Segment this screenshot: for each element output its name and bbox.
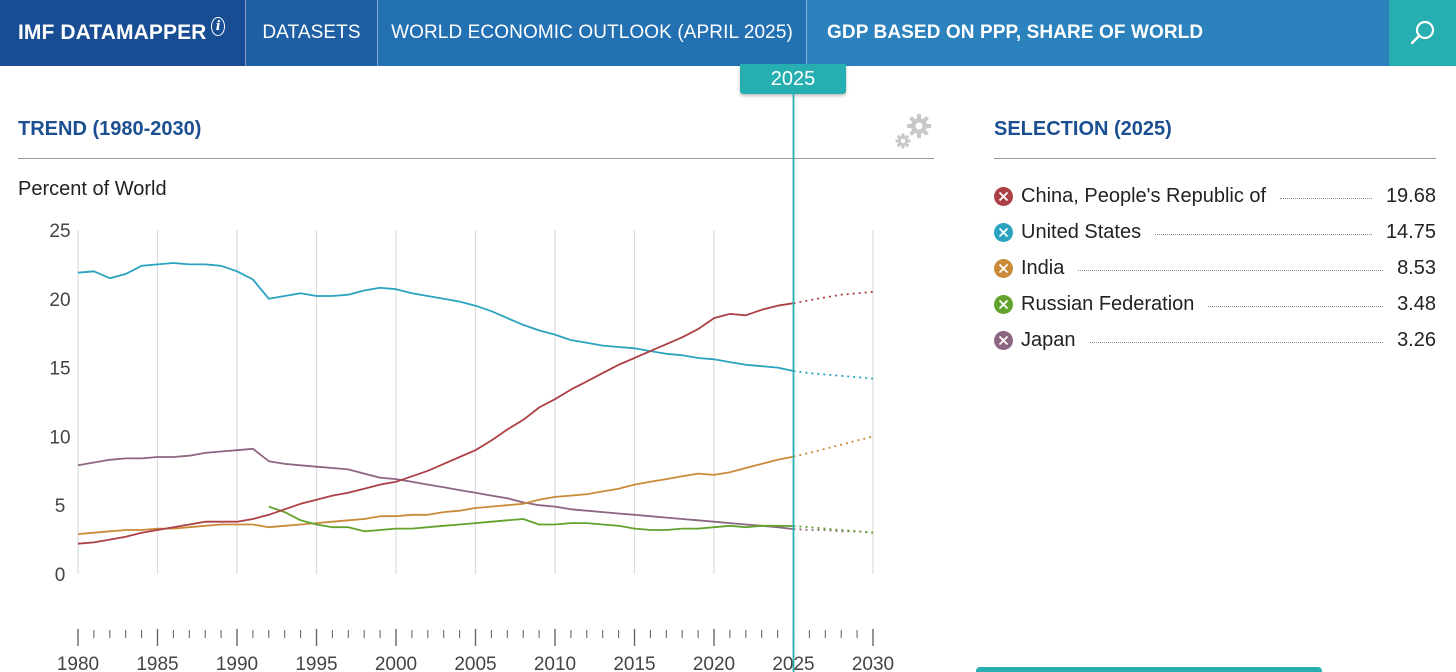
selection-item-russian-federation[interactable]: Russian Federation 3.48 [994,286,1436,322]
x-tick-label: 2000 [375,654,417,672]
x-tick-label: 2010 [534,654,576,672]
x-tick-label: 2020 [693,654,735,672]
series-line [77,262,794,372]
top-navigation-bar: IMF DATAMAPPER i DATASETS WORLD ECONOMIC… [0,0,1456,66]
logo-home-link[interactable]: IMF DATAMAPPER i [0,0,246,66]
country-value: 8.53 [1397,256,1436,279]
series-line [77,455,794,535]
series-line [77,302,794,545]
x-tick-label: 2030 [852,654,894,672]
dataset-selector[interactable]: WORLD ECONOMIC OUTLOOK (APRIL 2025) [378,0,807,66]
x-tick-label: 1985 [136,654,178,672]
leader-dots [1078,269,1384,271]
selection-item-india[interactable]: India 8.53 [994,250,1436,286]
y-tick-label: 10 [49,427,70,448]
x-tick-label: 2015 [613,654,655,672]
series-projection-line [793,525,874,534]
series-line [77,447,794,530]
selection-title-rule [994,158,1436,159]
country-name: China, People's Republic of [1021,184,1267,207]
y-tick-label: 15 [49,359,70,380]
series-projection-line [793,370,874,380]
x-tick-label: 2005 [454,654,496,672]
leader-dots [1208,305,1384,307]
y-axis-unit-label: Percent of World [18,178,167,200]
y-tick-label: 0 [55,565,66,586]
bottom-action-button[interactable] [976,667,1322,672]
series-line [268,505,794,533]
trend-title: TREND (1980-2030) [18,118,202,140]
country-name: United States [1021,220,1142,243]
remove-icon[interactable] [994,258,1013,278]
gears-icon[interactable] [892,112,936,152]
country-name: Russian Federation [1021,292,1195,315]
trend-line-chart[interactable]: 0 5 10 15 20 25 1980 1985 1990 1995 2000 2005 2010 20… [0,94,960,672]
datasets-label: DATASETS [262,22,361,43]
x-tick-label: 1990 [216,654,258,672]
logo-text: IMF DATAMAPPER [18,21,207,44]
country-value: 3.48 [1397,292,1436,315]
country-value: 14.75 [1385,220,1436,243]
leader-dots [1089,341,1384,343]
trend-title-rule [18,158,934,159]
x-tick-label: 1995 [295,654,337,672]
remove-icon[interactable] [994,186,1013,206]
indicator-name: GDP BASED ON PPP, SHARE OF WORLD [827,22,1204,43]
country-name: India [1021,256,1065,279]
country-name: Japan [1021,328,1076,351]
selection-list: China, People's Republic of 19.68 United… [994,178,1436,358]
selection-item-united-states[interactable]: United States 14.75 [994,214,1436,250]
x-tick-label: 1980 [57,654,99,672]
datasets-menu[interactable]: DATASETS [246,0,378,66]
series-projection-line [793,435,874,458]
remove-icon[interactable] [994,330,1013,350]
country-value: 3.26 [1397,328,1436,351]
y-tick-label: 20 [49,290,70,311]
leader-dots [1155,233,1372,235]
y-tick-label: 5 [55,496,66,517]
search-button[interactable] [1389,0,1456,66]
series-projection-line [793,291,874,305]
dataset-name: WORLD ECONOMIC OUTLOOK (APRIL 2025) [391,22,793,43]
selection-title: SELECTION (2025) [994,118,1172,140]
remove-icon[interactable] [994,222,1013,242]
y-tick-label: 25 [49,221,70,242]
info-icon[interactable]: i [211,16,225,36]
selection-item-china[interactable]: China, People's Republic of 19.68 [994,178,1436,214]
selection-item-japan[interactable]: Japan 3.26 [994,322,1436,358]
country-value: 19.68 [1385,184,1436,207]
leader-dots [1280,197,1372,199]
year-slider-handle[interactable]: 2025 [740,64,846,94]
search-icon [1410,20,1434,45]
remove-icon[interactable] [994,294,1013,314]
indicator-selector[interactable]: GDP BASED ON PPP, SHARE OF WORLD [807,0,1389,66]
